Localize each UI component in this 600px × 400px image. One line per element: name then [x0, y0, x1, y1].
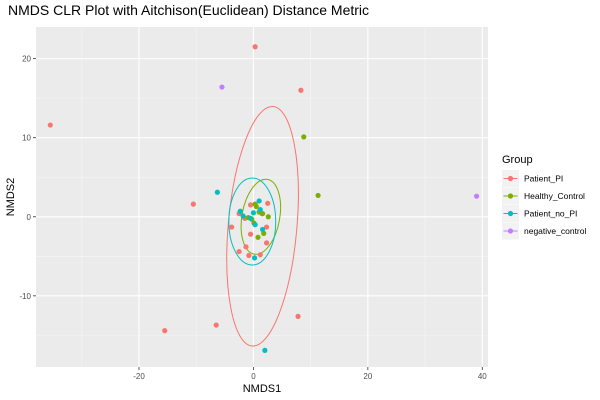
- grid-major: [36, 27, 488, 367]
- point-healthy-control: [255, 234, 261, 240]
- plot-panel: [36, 27, 488, 367]
- point-patient-pi: [229, 224, 235, 230]
- legend: Group Patient_PI Healthy_Control Patient_n…: [502, 154, 586, 240]
- confidence-ellipses: [226, 105, 299, 347]
- point-patient-no-pi: [251, 255, 258, 261]
- point-patient-pi: [252, 44, 258, 50]
- legend-item-healthy-control: Healthy_Control: [502, 187, 585, 205]
- point-patient-no-pi: [259, 226, 266, 233]
- point-negative-control: [473, 193, 480, 199]
- x-tick-label: 20: [363, 372, 372, 381]
- point-patient-pi: [295, 313, 301, 319]
- point-patient-no-pi: [240, 213, 246, 219]
- legend-item-negative-control: negative_control: [502, 222, 586, 240]
- x-tick-label: -20: [133, 372, 145, 381]
- y-tick-label: -10: [19, 292, 31, 301]
- y-tick-label: 20: [22, 55, 31, 64]
- legend-label: Healthy_Control: [524, 191, 585, 201]
- point-healthy-control: [253, 203, 259, 210]
- x-tick-label: 40: [478, 372, 487, 381]
- point-patient-pi: [247, 202, 254, 208]
- point-patient-no-pi: [256, 198, 262, 204]
- point-patient-no-pi: [214, 189, 220, 195]
- legend-item-patient-no-pi: Patient_no_PI: [502, 205, 577, 222]
- point-healthy-control: [259, 211, 266, 217]
- legend-items: Patient_PI Healthy_Control Patient_no_PIne…: [502, 170, 586, 240]
- point-healthy-control: [315, 192, 321, 199]
- data-points: [47, 44, 480, 353]
- point-patient-no-pi: [237, 208, 243, 214]
- point-patient-no-pi: [250, 210, 257, 216]
- y-tick-label: 10: [22, 134, 31, 143]
- point-patient-no-pi: [257, 207, 263, 213]
- point-healthy-control: [265, 214, 271, 220]
- legend-title: Group: [502, 154, 533, 166]
- y-axis-title: NMDS2: [5, 178, 17, 217]
- point-patient-pi: [243, 244, 249, 250]
- legend-key-point: [507, 228, 514, 234]
- ellipse-healthy-control: [240, 178, 282, 255]
- point-patient-pi: [236, 248, 242, 255]
- y-axis-ticks: -10 0 10 20: [19, 55, 36, 301]
- point-patient-no-pi: [247, 215, 254, 221]
- point-patient-no-pi: [252, 222, 258, 228]
- point-patient-pi: [257, 252, 263, 258]
- point-patient-pi: [246, 252, 252, 259]
- point-healthy-control: [301, 134, 307, 140]
- point-patient-pi: [298, 87, 304, 93]
- legend-label: negative_control: [524, 226, 586, 236]
- x-axis-title: NMDS1: [243, 383, 282, 395]
- point-patient-pi: [162, 328, 168, 334]
- legend-key-point: [507, 210, 514, 217]
- legend-label: Patient_PI: [524, 174, 563, 184]
- point-negative-control: [219, 84, 225, 90]
- point-patient-pi: [213, 322, 219, 328]
- x-tick-label: 0: [251, 372, 256, 381]
- x-axis-ticks: -20 0 20 40: [133, 367, 487, 381]
- legend-key-point: [507, 193, 514, 199]
- legend-item-patient-pi: Patient_PI: [502, 170, 563, 187]
- y-tick-label: 0: [27, 213, 32, 222]
- point-patient-pi: [247, 231, 254, 237]
- chart-title: NMDS CLR Plot with Aitchison(Euclidean) …: [8, 2, 369, 18]
- point-healthy-control: [261, 230, 267, 236]
- point-patient-pi: [47, 122, 53, 128]
- point-patient-pi: [263, 224, 270, 230]
- legend-label: Patient_no_PI: [524, 209, 577, 219]
- ellipse-patient-no-pi: [228, 177, 277, 266]
- point-patient-pi: [263, 240, 270, 246]
- point-patient-pi: [265, 200, 271, 206]
- point-patient-no-pi: [262, 347, 268, 353]
- point-patient-pi: [190, 201, 196, 207]
- legend-key-point: [507, 175, 514, 182]
